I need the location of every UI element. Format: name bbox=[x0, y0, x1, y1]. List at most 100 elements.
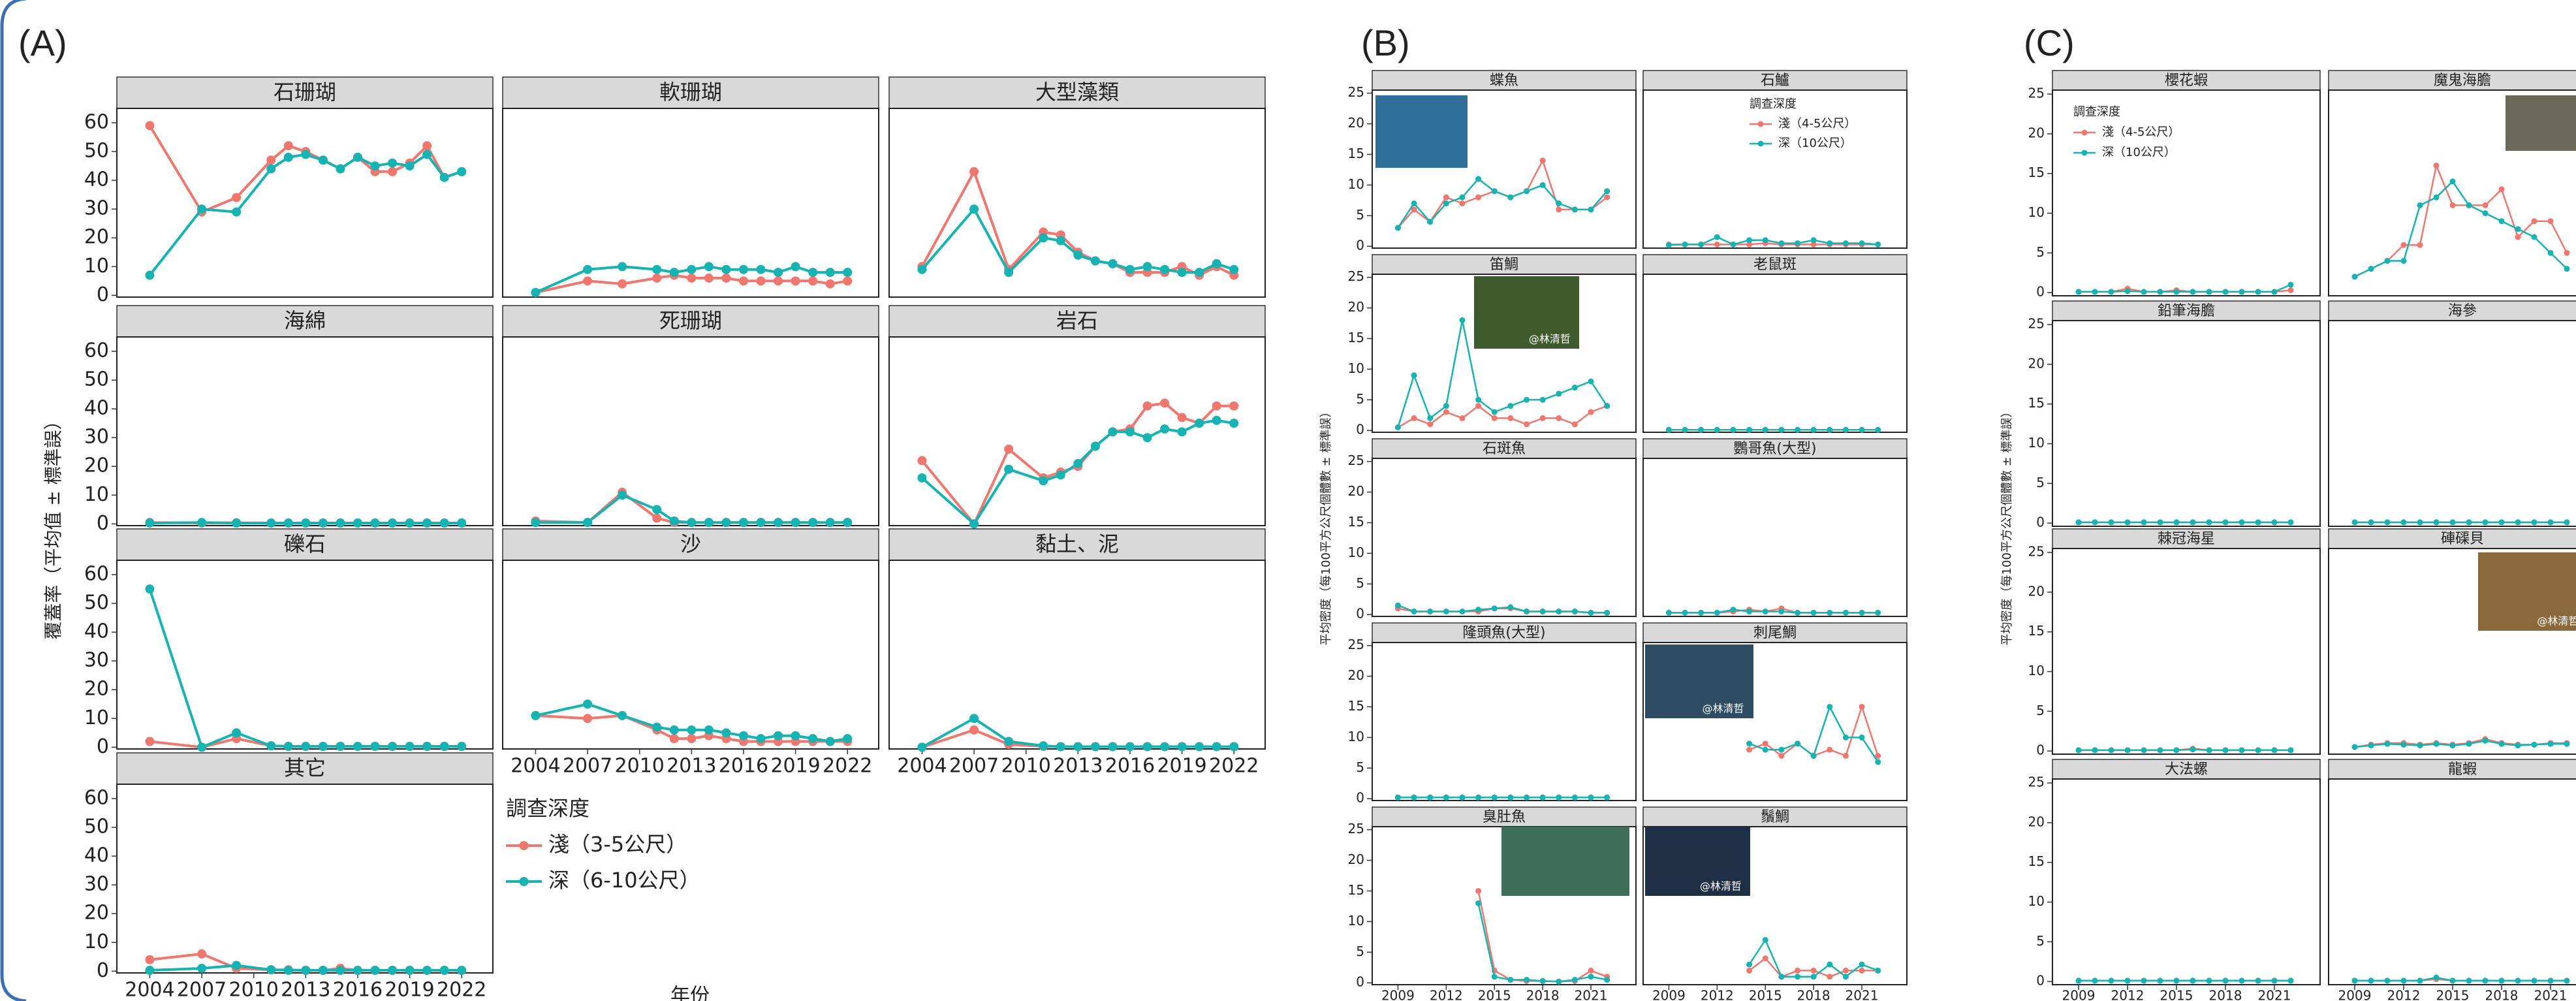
y-tick-label: 5 bbox=[1356, 944, 1364, 959]
data-point bbox=[2174, 289, 2180, 294]
data-point bbox=[1475, 607, 1481, 612]
data-point bbox=[2532, 519, 2537, 525]
y-tick-label: 60 bbox=[84, 787, 109, 810]
data-point bbox=[1666, 610, 1672, 616]
y-tick-label: 50 bbox=[84, 368, 109, 391]
y-axis-label: 覆蓋率（平均值 ± 標準誤） bbox=[42, 411, 64, 639]
data-point bbox=[2434, 163, 2440, 168]
facet-title: 鉛筆海膽 bbox=[2158, 303, 2215, 319]
data-point bbox=[1108, 742, 1117, 751]
facet-title: 軟珊瑚 bbox=[659, 80, 722, 104]
y-tick-label: 15 bbox=[1348, 330, 1364, 345]
data-point bbox=[969, 519, 979, 528]
data-point bbox=[2450, 742, 2456, 748]
data-point bbox=[1588, 206, 1594, 212]
y-tick-label: 10 bbox=[1348, 360, 1364, 376]
facet-panel bbox=[503, 560, 879, 749]
data-point bbox=[1507, 415, 1513, 421]
data-point bbox=[1524, 977, 1530, 983]
data-point bbox=[1604, 610, 1610, 616]
data-point bbox=[1763, 937, 1768, 943]
data-point bbox=[197, 742, 206, 752]
data-point bbox=[2564, 266, 2570, 272]
legend-point bbox=[520, 877, 529, 886]
data-point bbox=[1795, 427, 1800, 433]
data-point bbox=[2125, 519, 2131, 525]
data-point bbox=[1666, 427, 1672, 433]
data-point bbox=[1827, 704, 1832, 710]
facet-title: 岩石 bbox=[1056, 308, 1098, 333]
data-point bbox=[2515, 234, 2521, 240]
data-point bbox=[1039, 476, 1048, 485]
data-point bbox=[2483, 738, 2489, 744]
data-point bbox=[319, 518, 328, 528]
panel-label: (B) bbox=[1361, 22, 1410, 63]
data-point bbox=[739, 731, 748, 740]
facet-title: 石珊瑚 bbox=[274, 80, 336, 104]
data-point bbox=[2255, 977, 2261, 983]
photo bbox=[1375, 95, 1468, 168]
data-point bbox=[301, 742, 310, 751]
facet-title: 大型藻類 bbox=[1035, 80, 1119, 104]
data-point bbox=[1492, 605, 1498, 611]
data-point bbox=[1556, 795, 1562, 801]
data-point bbox=[1395, 603, 1401, 609]
data-point bbox=[1492, 409, 1498, 415]
data-point bbox=[1540, 157, 1546, 163]
y-tick-label: 20 bbox=[1348, 667, 1364, 683]
data-point bbox=[2515, 226, 2521, 232]
data-point bbox=[687, 725, 696, 735]
data-point bbox=[1746, 968, 1752, 974]
data-point bbox=[2255, 519, 2261, 525]
data-point bbox=[1827, 427, 1832, 433]
data-point bbox=[1004, 268, 1013, 277]
legend-point bbox=[1758, 141, 1764, 147]
x-tick-label: 2018 bbox=[1526, 988, 1560, 1001]
data-point bbox=[2223, 977, 2229, 983]
data-point bbox=[583, 276, 592, 285]
data-point bbox=[969, 167, 979, 176]
y-tick-label: 15 bbox=[2028, 165, 2045, 180]
data-point bbox=[2417, 519, 2423, 525]
data-point bbox=[1827, 974, 1832, 979]
data-point bbox=[1143, 433, 1152, 442]
facet-panel bbox=[2052, 90, 2320, 296]
data-point bbox=[969, 204, 979, 214]
data-point bbox=[1778, 753, 1784, 759]
data-point bbox=[1778, 240, 1784, 246]
data-point bbox=[917, 473, 926, 483]
data-point bbox=[1588, 974, 1594, 979]
legend-label: 深（6-10公尺） bbox=[548, 868, 700, 893]
data-point bbox=[1778, 609, 1784, 614]
data-point bbox=[808, 268, 817, 277]
data-point bbox=[1056, 742, 1065, 751]
y-tick-label: 0 bbox=[1356, 974, 1364, 990]
data-point bbox=[1827, 962, 1832, 968]
data-point bbox=[2158, 747, 2163, 753]
data-point bbox=[2466, 741, 2472, 747]
y-tick-label: 25 bbox=[2028, 774, 2045, 790]
data-point bbox=[1859, 704, 1865, 710]
data-point bbox=[2239, 977, 2245, 983]
data-point bbox=[2401, 742, 2407, 748]
y-tick-label: 20 bbox=[1348, 483, 1364, 499]
data-point bbox=[2190, 289, 2196, 294]
data-point bbox=[687, 734, 696, 743]
data-point bbox=[1763, 237, 1768, 243]
data-point bbox=[739, 265, 748, 274]
data-point bbox=[2450, 178, 2456, 184]
data-point bbox=[2141, 289, 2147, 294]
x-tick-label: 2004 bbox=[897, 755, 947, 778]
data-point bbox=[739, 518, 748, 527]
legend-point bbox=[2082, 150, 2088, 156]
facet-panel bbox=[889, 560, 1265, 749]
data-point bbox=[1004, 445, 1013, 454]
x-tick-label: 2007 bbox=[563, 755, 612, 778]
data-point bbox=[1859, 962, 1865, 968]
data-point bbox=[1475, 176, 1481, 182]
y-tick-label: 25 bbox=[1348, 84, 1364, 100]
data-point bbox=[1229, 419, 1238, 428]
data-point bbox=[1540, 415, 1546, 421]
y-tick-label: 20 bbox=[1348, 299, 1364, 315]
data-point bbox=[1682, 427, 1688, 433]
